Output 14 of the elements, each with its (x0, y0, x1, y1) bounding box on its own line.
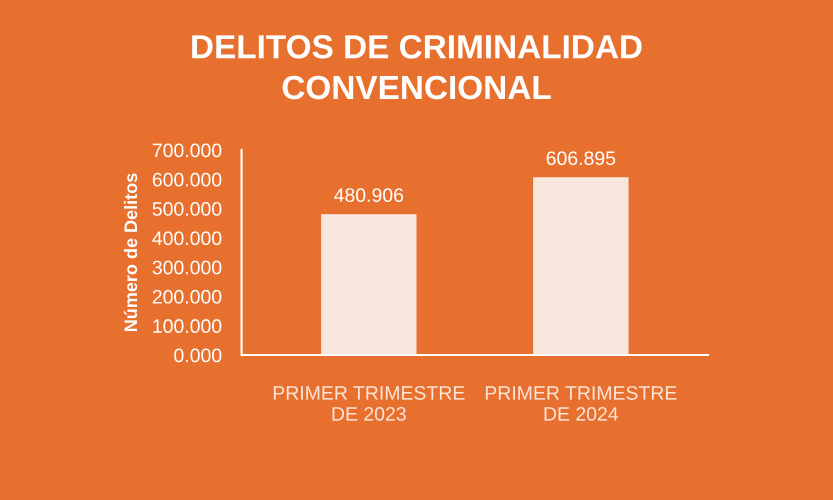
y-tick-label: 300.000 (152, 260, 222, 274)
data-label: 606.895 (546, 151, 616, 166)
y-tick-label: 0.000 (174, 348, 222, 362)
y-tick-label: 200.000 (152, 290, 222, 304)
y-tick-label: 400.000 (152, 231, 222, 246)
y-tick-label: 500.000 (152, 202, 222, 216)
data-label: 480.906 (334, 188, 404, 202)
chart-title: DELITOS DE CRIMINALIDAD CONVENCIONAL (192, 34, 642, 100)
y-tick-label: 600.000 (152, 172, 222, 187)
y-tick-label: 700.000 (152, 143, 222, 158)
x-tick-label: PRIMER TRIMESTRE DE 2023 (274, 386, 464, 421)
y-tick-label: 100.000 (153, 319, 222, 333)
y-axis-title: Número de Delitos (124, 173, 138, 332)
x-tick-label: PRIMER TRIMESTRE DE 2024 (486, 386, 677, 421)
